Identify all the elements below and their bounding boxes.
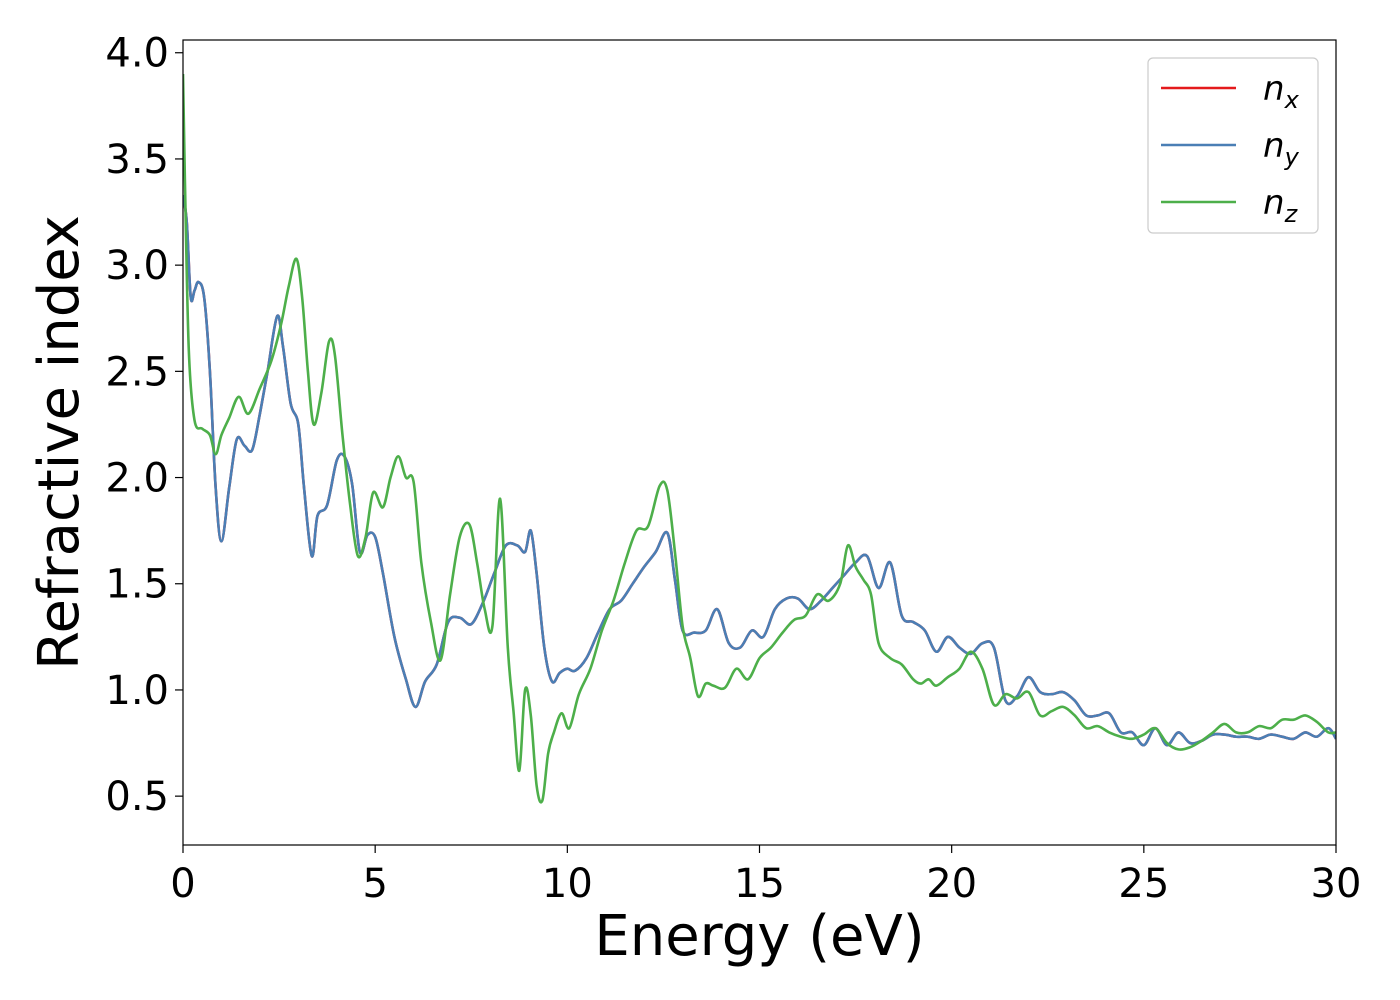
legend: nx ny nz	[1147, 57, 1319, 234]
y-tick-label: 1.0	[105, 668, 169, 714]
x-tick-label: 0	[170, 861, 195, 907]
series-line-n-y	[183, 194, 1336, 747]
x-axis-label: Energy (eV)	[594, 904, 924, 969]
y-tick-label: 2.5	[105, 349, 169, 395]
y-tick-label: 0.5	[105, 774, 169, 820]
x-tick-label: 10	[542, 861, 593, 907]
x-tick-label: 30	[1311, 861, 1362, 907]
x-tick-label: 15	[734, 861, 785, 907]
x-axis: 0 5 10 15 20 25 30	[170, 845, 1361, 907]
y-tick-label: 4.0	[105, 31, 169, 77]
x-tick-label: 5	[362, 861, 387, 907]
x-tick-label: 25	[1118, 861, 1169, 907]
series-line-n-x	[183, 194, 1336, 747]
legend-label: ny	[1263, 126, 1300, 171]
y-tick-label: 3.0	[105, 243, 169, 289]
legend-items: nx ny nz	[1161, 69, 1300, 228]
x-tick-label: 20	[926, 861, 977, 907]
y-axis-label: Refractive index	[27, 215, 92, 670]
series-layer	[183, 73, 1336, 804]
y-axis: 0.5 1.0 1.5 2.0 2.5 3.0 3.5 4.0	[105, 31, 183, 820]
y-tick-label: 3.5	[105, 137, 169, 183]
y-tick-label: 2.0	[105, 456, 169, 502]
legend-label: nz	[1263, 183, 1299, 228]
series-line-n-z	[183, 73, 1336, 804]
y-tick-label: 1.5	[105, 562, 169, 608]
legend-label: nx	[1263, 69, 1300, 114]
